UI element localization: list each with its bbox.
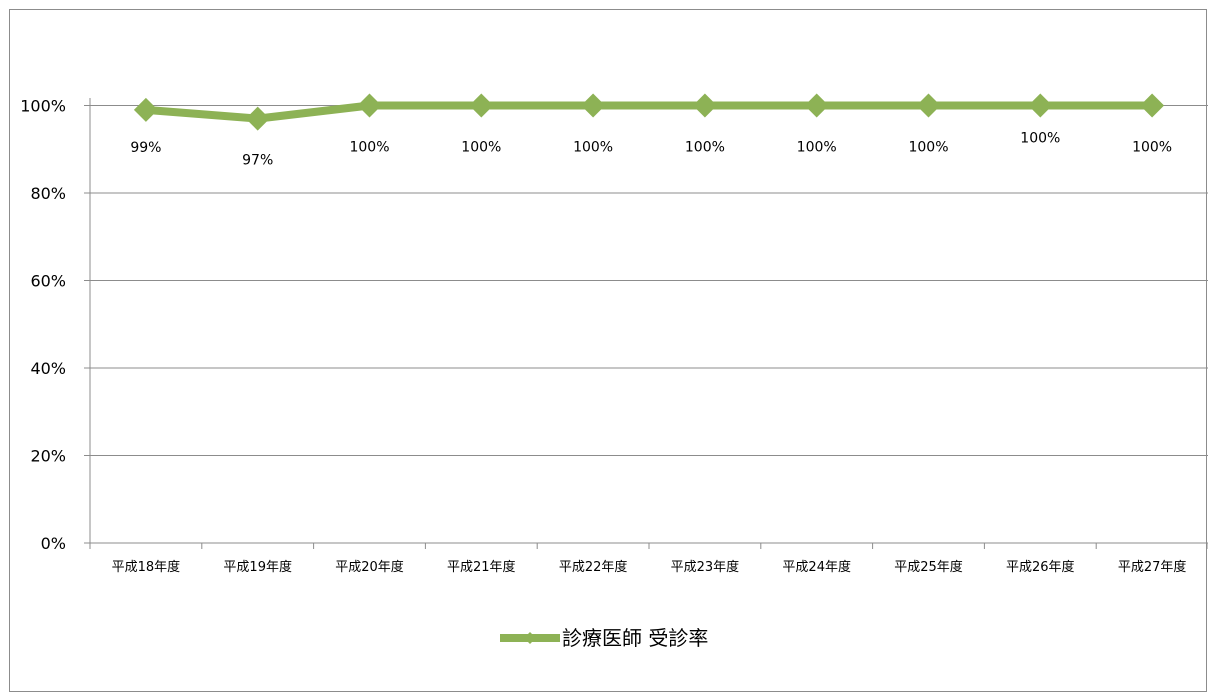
y-tick-label: 0% — [41, 534, 66, 553]
chart-frame — [9, 9, 1207, 692]
data-label: 100% — [1132, 140, 1172, 156]
data-point — [581, 93, 606, 118]
data-label: 100% — [573, 140, 613, 156]
data-point — [1140, 93, 1165, 118]
series-line — [145, 101, 1153, 123]
data-label: 100% — [908, 140, 948, 156]
data-label: 100% — [461, 140, 501, 156]
data-point — [916, 93, 941, 118]
data-label: 100% — [685, 140, 725, 156]
y-tick-labels: 0% 20% 40% 60% 80% 100% — [20, 97, 66, 554]
data-point — [469, 93, 494, 118]
x-tick-label: 平成26年度 — [1006, 559, 1075, 575]
x-tick-label: 平成27年度 — [1118, 559, 1187, 575]
data-labels: 99% 97% 100% 100% 100% 100% 100% 100% 100% 100% — [130, 131, 1172, 169]
legend-swatch-marker — [524, 632, 536, 644]
x-tick-label: 平成20年度 — [335, 559, 404, 575]
x-tick-label: 平成24年度 — [782, 559, 851, 575]
data-point — [245, 106, 270, 131]
data-label: 100% — [1020, 131, 1060, 147]
y-tick-label: 60% — [30, 272, 66, 291]
data-label: 97% — [242, 153, 273, 169]
data-point — [357, 93, 382, 118]
y-tick-label: 40% — [30, 359, 66, 378]
data-point — [1028, 93, 1053, 118]
data-label: 100% — [797, 140, 837, 156]
x-tick-label: 平成18年度 — [112, 559, 181, 575]
series — [133, 93, 1165, 131]
y-tick-label: 20% — [30, 447, 66, 466]
x-tick-labels: 平成18年度 平成19年度 平成20年度 平成21年度 平成22年度 平成23年度 平成24… — [112, 559, 1187, 575]
data-point — [692, 93, 717, 118]
axes — [84, 98, 1208, 549]
x-tick-label: 平成19年度 — [223, 559, 292, 575]
legend-label: 診療医師 受診率 — [562, 626, 708, 650]
data-point — [804, 93, 829, 118]
data-label: 99% — [130, 140, 161, 156]
data-point — [133, 97, 158, 122]
data-label: 100% — [349, 140, 389, 156]
legend: 診療医師 受診率 — [500, 626, 708, 650]
y-tick-label: 80% — [30, 184, 66, 203]
x-tick-label: 平成21年度 — [447, 559, 516, 575]
y-tick-label: 100% — [20, 97, 66, 116]
x-tick-label: 平成22年度 — [559, 559, 628, 575]
x-tick-label: 平成23年度 — [671, 559, 740, 575]
x-tick-label: 平成25年度 — [894, 559, 963, 575]
